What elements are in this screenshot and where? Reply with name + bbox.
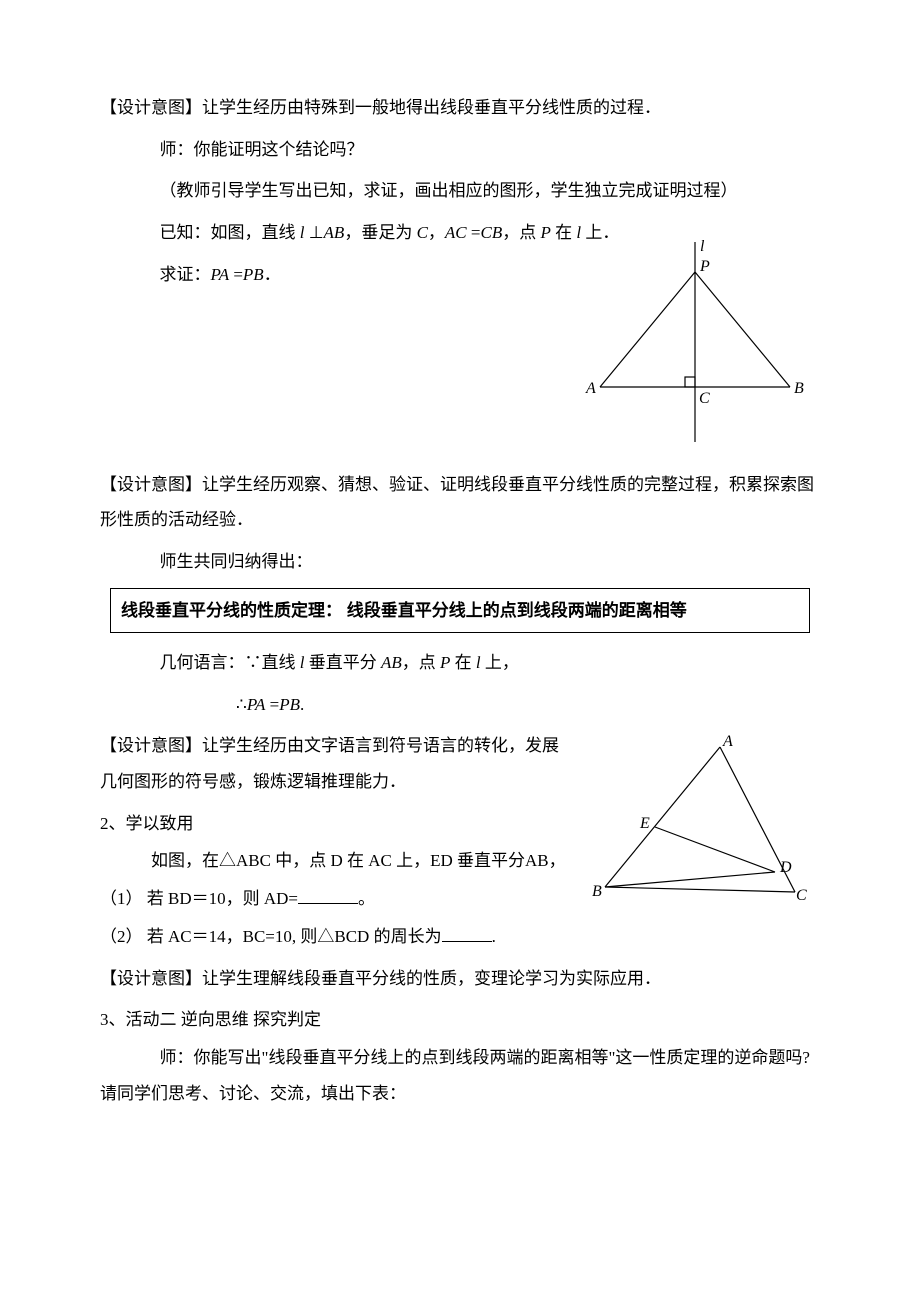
fig1-label-A: A bbox=[585, 380, 596, 397]
fig2-label-D: D bbox=[779, 859, 792, 876]
geo-end: 上， bbox=[481, 653, 519, 672]
given-mid4: ，点 bbox=[502, 223, 540, 242]
given-AC: AC bbox=[445, 223, 467, 242]
teacher-guide: （教师引导学生写出已知，求证，画出相应的图形，学生独立完成证明过程） bbox=[100, 173, 820, 209]
q2-text: （2） 若 AC＝14，BC=10, 则△BCD 的周长为 bbox=[100, 927, 442, 946]
given-P: P bbox=[540, 223, 550, 242]
given-eq: = bbox=[467, 223, 481, 242]
prove-eq: = bbox=[229, 265, 243, 284]
teacher-line-1: 师：你能证明这个结论吗？ bbox=[100, 132, 820, 168]
geo-pre: 几何语言：∵直线 bbox=[160, 653, 300, 672]
geo-mid1: 垂直平分 bbox=[304, 653, 381, 672]
therefore-PA: PA bbox=[247, 695, 266, 714]
teacher-line-2: 师：你能写出"线段垂直平分线上的点到线段两端的距离相等"这一性质定理的逆命题吗?… bbox=[100, 1040, 820, 1111]
fig1-label-B: B bbox=[794, 380, 804, 397]
geo-mid3: 在 bbox=[450, 653, 476, 672]
figure-2-triangle: A B C D E bbox=[590, 732, 810, 907]
prove-PB: PB bbox=[243, 265, 264, 284]
prove-pre: 求证： bbox=[160, 265, 211, 284]
therefore-end: . bbox=[300, 695, 304, 714]
given-mid5: 在 bbox=[551, 223, 577, 242]
prove-and-figure-row: 求证：PA =PB． l P A B C bbox=[100, 257, 820, 457]
therefore: ∴ bbox=[236, 695, 247, 714]
fig1-label-l: l bbox=[700, 238, 705, 255]
given-C: C bbox=[417, 223, 428, 242]
fig2-label-A: A bbox=[722, 733, 733, 750]
design-intent-1: 【设计意图】让学生经历由特殊到一般地得出线段垂直平分线性质的过程． bbox=[100, 90, 820, 126]
geo-AB: AB bbox=[381, 653, 402, 672]
fig2-label-E: E bbox=[639, 815, 650, 832]
teacher-summary: 师生共同归纳得出： bbox=[100, 544, 820, 580]
geo-mid2: ，点 bbox=[402, 653, 440, 672]
sec3-num: 3、 bbox=[100, 1010, 126, 1029]
prove-PA: PA bbox=[211, 265, 230, 284]
design-intent-2: 【设计意图】让学生经历观察、猜想、验证、证明线段垂直平分线性质的完整过程，积累探… bbox=[100, 467, 820, 538]
sec2-num: 2、 bbox=[100, 814, 126, 833]
exercise-q2: （2） 若 AC＝14，BC=10, 则△BCD 的周长为. bbox=[100, 919, 820, 955]
fig1-label-P: P bbox=[699, 258, 710, 275]
sec2-title: 学以致用 bbox=[126, 814, 194, 833]
fig1-label-C: C bbox=[699, 390, 710, 407]
fig2-label-C: C bbox=[796, 887, 807, 904]
given-CB: CB bbox=[481, 223, 503, 242]
q1-text: （1） 若 BD＝10，则 AD= bbox=[100, 889, 298, 908]
theorem-box: 线段垂直平分线的性质定理： 线段垂直平分线上的点到线段两端的距离相等 bbox=[110, 588, 810, 633]
given-AB: AB bbox=[324, 223, 345, 242]
q2-end: . bbox=[492, 927, 496, 946]
given-mid1: ⊥ bbox=[304, 223, 323, 242]
q2-blank bbox=[442, 924, 492, 942]
design-intent-4: 【设计意图】让学生理解线段垂直平分线的性质，变理论学习为实际应用． bbox=[100, 961, 820, 997]
sec3-title: 活动二 逆向思维 探究判定 bbox=[126, 1010, 322, 1029]
geo-lang-line2: ∴PA =PB. bbox=[100, 687, 820, 723]
figure-1-triangle: l P A B C bbox=[580, 237, 810, 447]
given-mid2: ，垂足为 bbox=[344, 223, 416, 242]
fig2-label-B: B bbox=[592, 883, 602, 900]
prove-end: ． bbox=[264, 265, 281, 284]
section-3-header: 3、活动二 逆向思维 探究判定 bbox=[100, 1002, 820, 1038]
therefore-PB: PB bbox=[279, 695, 300, 714]
therefore-eq: = bbox=[265, 695, 279, 714]
geo-P: P bbox=[440, 653, 450, 672]
given-pre: 已知：如图，直线 bbox=[160, 223, 300, 242]
geo-lang-line1: 几何语言：∵直线 l 垂直平分 AB，点 P 在 l 上， bbox=[100, 645, 820, 681]
q1-end: 。 bbox=[358, 889, 375, 908]
given-mid3: ， bbox=[428, 223, 445, 242]
q1-blank bbox=[298, 886, 358, 904]
